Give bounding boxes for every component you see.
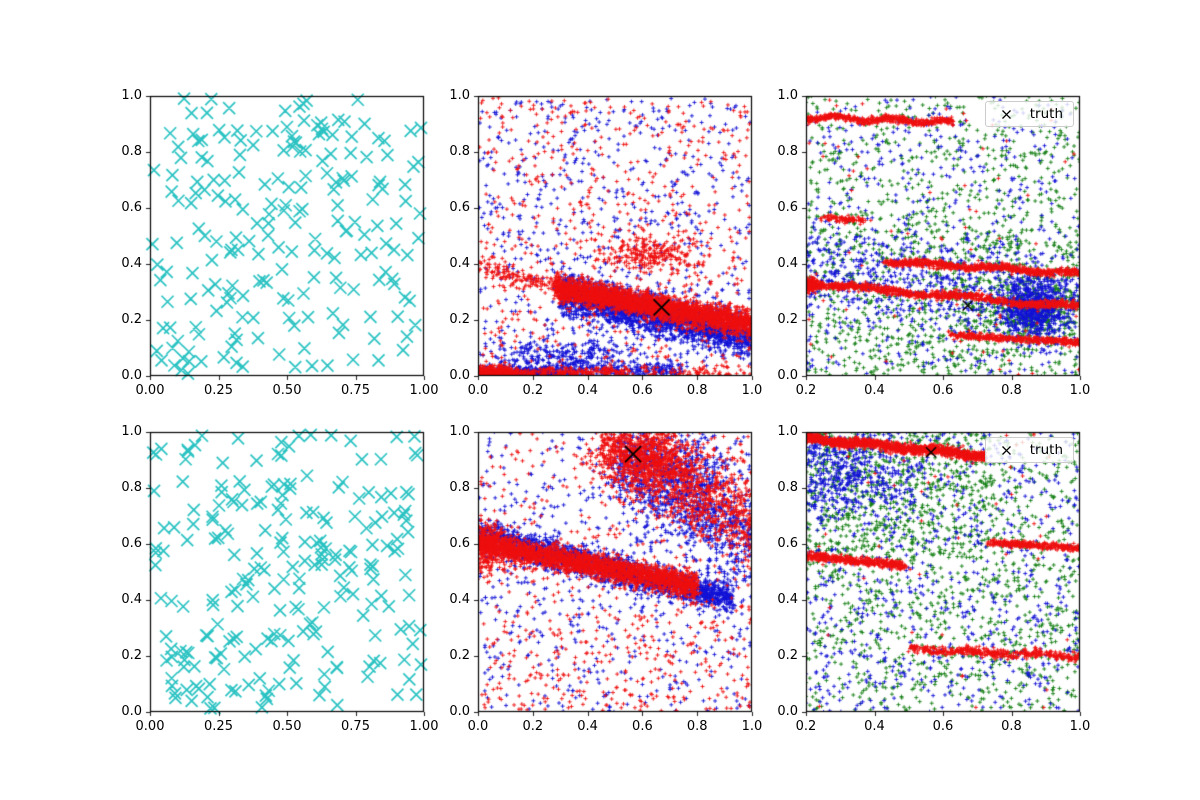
subplot-top-left: 0.00 0.25 0.50 0.75 1.00 0.0 0.2 0.4 0.6 0.8 1.0 <box>121 84 438 398</box>
legend-box: truth <box>984 101 1074 127</box>
x-tick-label: 0.75 <box>341 383 370 398</box>
y-tick-label: 0.4 <box>121 592 142 607</box>
x-tick-label: 0.6 <box>932 719 954 734</box>
y-tick-label: 0.4 <box>121 256 142 271</box>
y-tick-label: 1.0 <box>449 424 470 439</box>
x-tick-label: 0.25 <box>204 719 233 734</box>
x-tick-label: 0.4 <box>577 719 598 734</box>
scatter-canvas <box>138 84 436 388</box>
x-tick-label: 0.2 <box>522 383 544 398</box>
x-tick-label: 0.2 <box>522 719 544 734</box>
y-tick-label: 0.0 <box>121 368 142 383</box>
x-tick-label: 1.0 <box>1069 719 1091 734</box>
y-tick-label: 0.0 <box>777 368 798 383</box>
x-tick-label: 0.8 <box>1001 383 1022 398</box>
y-tick-label: 0.8 <box>449 144 470 159</box>
legend-label: truth <box>1029 106 1063 122</box>
subplot-top-middle: 0.0 0.2 0.4 0.6 0.8 1.0 0.0 0.2 0.4 0.6 0.8 1.0 <box>449 84 764 398</box>
y-tick-label: 0.2 <box>777 312 798 327</box>
x-tick-label: 1.0 <box>741 383 763 398</box>
y-tick-label: 0.6 <box>449 536 470 551</box>
legend-label: truth <box>1029 442 1063 458</box>
y-tick-label: 0.2 <box>449 312 470 327</box>
y-tick-label: 0.6 <box>121 200 142 215</box>
y-tick-label: 0.4 <box>449 256 470 271</box>
y-tick-label: 0.2 <box>121 312 142 327</box>
x-tick-label: 0.2 <box>795 383 817 398</box>
y-tick-label: 0.8 <box>449 480 470 495</box>
x-tick-label: 0.6 <box>632 719 653 734</box>
y-tick-label: 0.4 <box>777 256 798 271</box>
y-tick-label: 0.4 <box>777 592 798 607</box>
y-tick-label: 0.4 <box>449 592 470 607</box>
x-tick-label: 0.0 <box>467 719 489 734</box>
scatter-canvas <box>466 84 764 388</box>
scatter-canvas <box>138 420 436 724</box>
y-tick-label: 0.0 <box>449 704 470 719</box>
y-tick-label: 0.6 <box>777 536 798 551</box>
y-tick-label: 1.0 <box>121 424 142 439</box>
subplot-top-right: truth 0.2 0.4 0.6 0.8 1.0 0.0 0.2 0.4 0.6 0.8 1.0 <box>777 84 1092 398</box>
x-tick-label: 0.50 <box>272 383 302 398</box>
x-tick-label: 0.8 <box>1001 719 1022 734</box>
x-tick-label: 0.00 <box>135 719 165 734</box>
y-tick-label: 1.0 <box>777 424 798 439</box>
x-tick-label: 0.0 <box>467 383 489 398</box>
y-tick-label: 1.0 <box>121 88 142 103</box>
y-tick-label: 0.8 <box>121 480 142 495</box>
x-tick-label: 0.8 <box>686 719 708 734</box>
scatter-canvas <box>794 84 1092 388</box>
x-tick-label: 0.00 <box>135 383 165 398</box>
subplot-bottom-middle: 0.0 0.2 0.4 0.6 0.8 1.0 0.0 0.2 0.4 0.6 0.8 1.0 <box>449 420 764 734</box>
y-tick-label: 0.2 <box>449 648 470 663</box>
subplot-bottom-left: 0.00 0.25 0.50 0.75 1.00 0.0 0.2 0.4 0.6 0.8 1.0 <box>121 420 438 734</box>
y-tick-label: 0.6 <box>777 200 798 215</box>
y-tick-label: 0.8 <box>777 480 798 495</box>
x-tick-label: 1.0 <box>741 719 763 734</box>
y-tick-label: 1.0 <box>449 88 470 103</box>
x-tick-label: 0.6 <box>932 383 954 398</box>
x-tick-label: 0.75 <box>341 719 370 734</box>
y-tick-label: 1.0 <box>777 88 798 103</box>
x-tick-label: 0.8 <box>686 383 708 398</box>
x-tick-label: 1.00 <box>409 719 439 734</box>
y-tick-label: 0.2 <box>777 648 798 663</box>
x-tick-label: 0.4 <box>577 383 598 398</box>
x-tick-label: 0.4 <box>864 383 885 398</box>
y-tick-label: 0.8 <box>777 144 798 159</box>
y-tick-label: 0.0 <box>777 704 798 719</box>
scatter-canvas <box>794 420 1092 724</box>
y-tick-label: 0.0 <box>449 368 470 383</box>
y-tick-label: 0.0 <box>121 704 142 719</box>
y-tick-label: 0.6 <box>449 200 470 215</box>
y-tick-label: 0.8 <box>121 144 142 159</box>
x-tick-label: 0.2 <box>795 719 817 734</box>
legend-x-marker-icon <box>996 106 1018 122</box>
x-tick-label: 1.0 <box>1069 383 1091 398</box>
x-tick-label: 0.25 <box>204 383 233 398</box>
x-tick-label: 0.50 <box>272 719 302 734</box>
x-tick-label: 1.00 <box>409 383 439 398</box>
y-tick-label: 0.2 <box>121 648 142 663</box>
legend-x-marker-icon <box>996 442 1018 458</box>
legend-box: truth <box>984 437 1074 463</box>
scatter-canvas <box>466 420 764 724</box>
y-tick-label: 0.6 <box>121 536 142 551</box>
x-tick-label: 0.4 <box>864 719 885 734</box>
subplot-bottom-right: truth 0.2 0.4 0.6 0.8 1.0 0.0 0.2 0.4 0.6 0.8 1.0 <box>777 420 1092 734</box>
x-tick-label: 0.6 <box>632 383 653 398</box>
